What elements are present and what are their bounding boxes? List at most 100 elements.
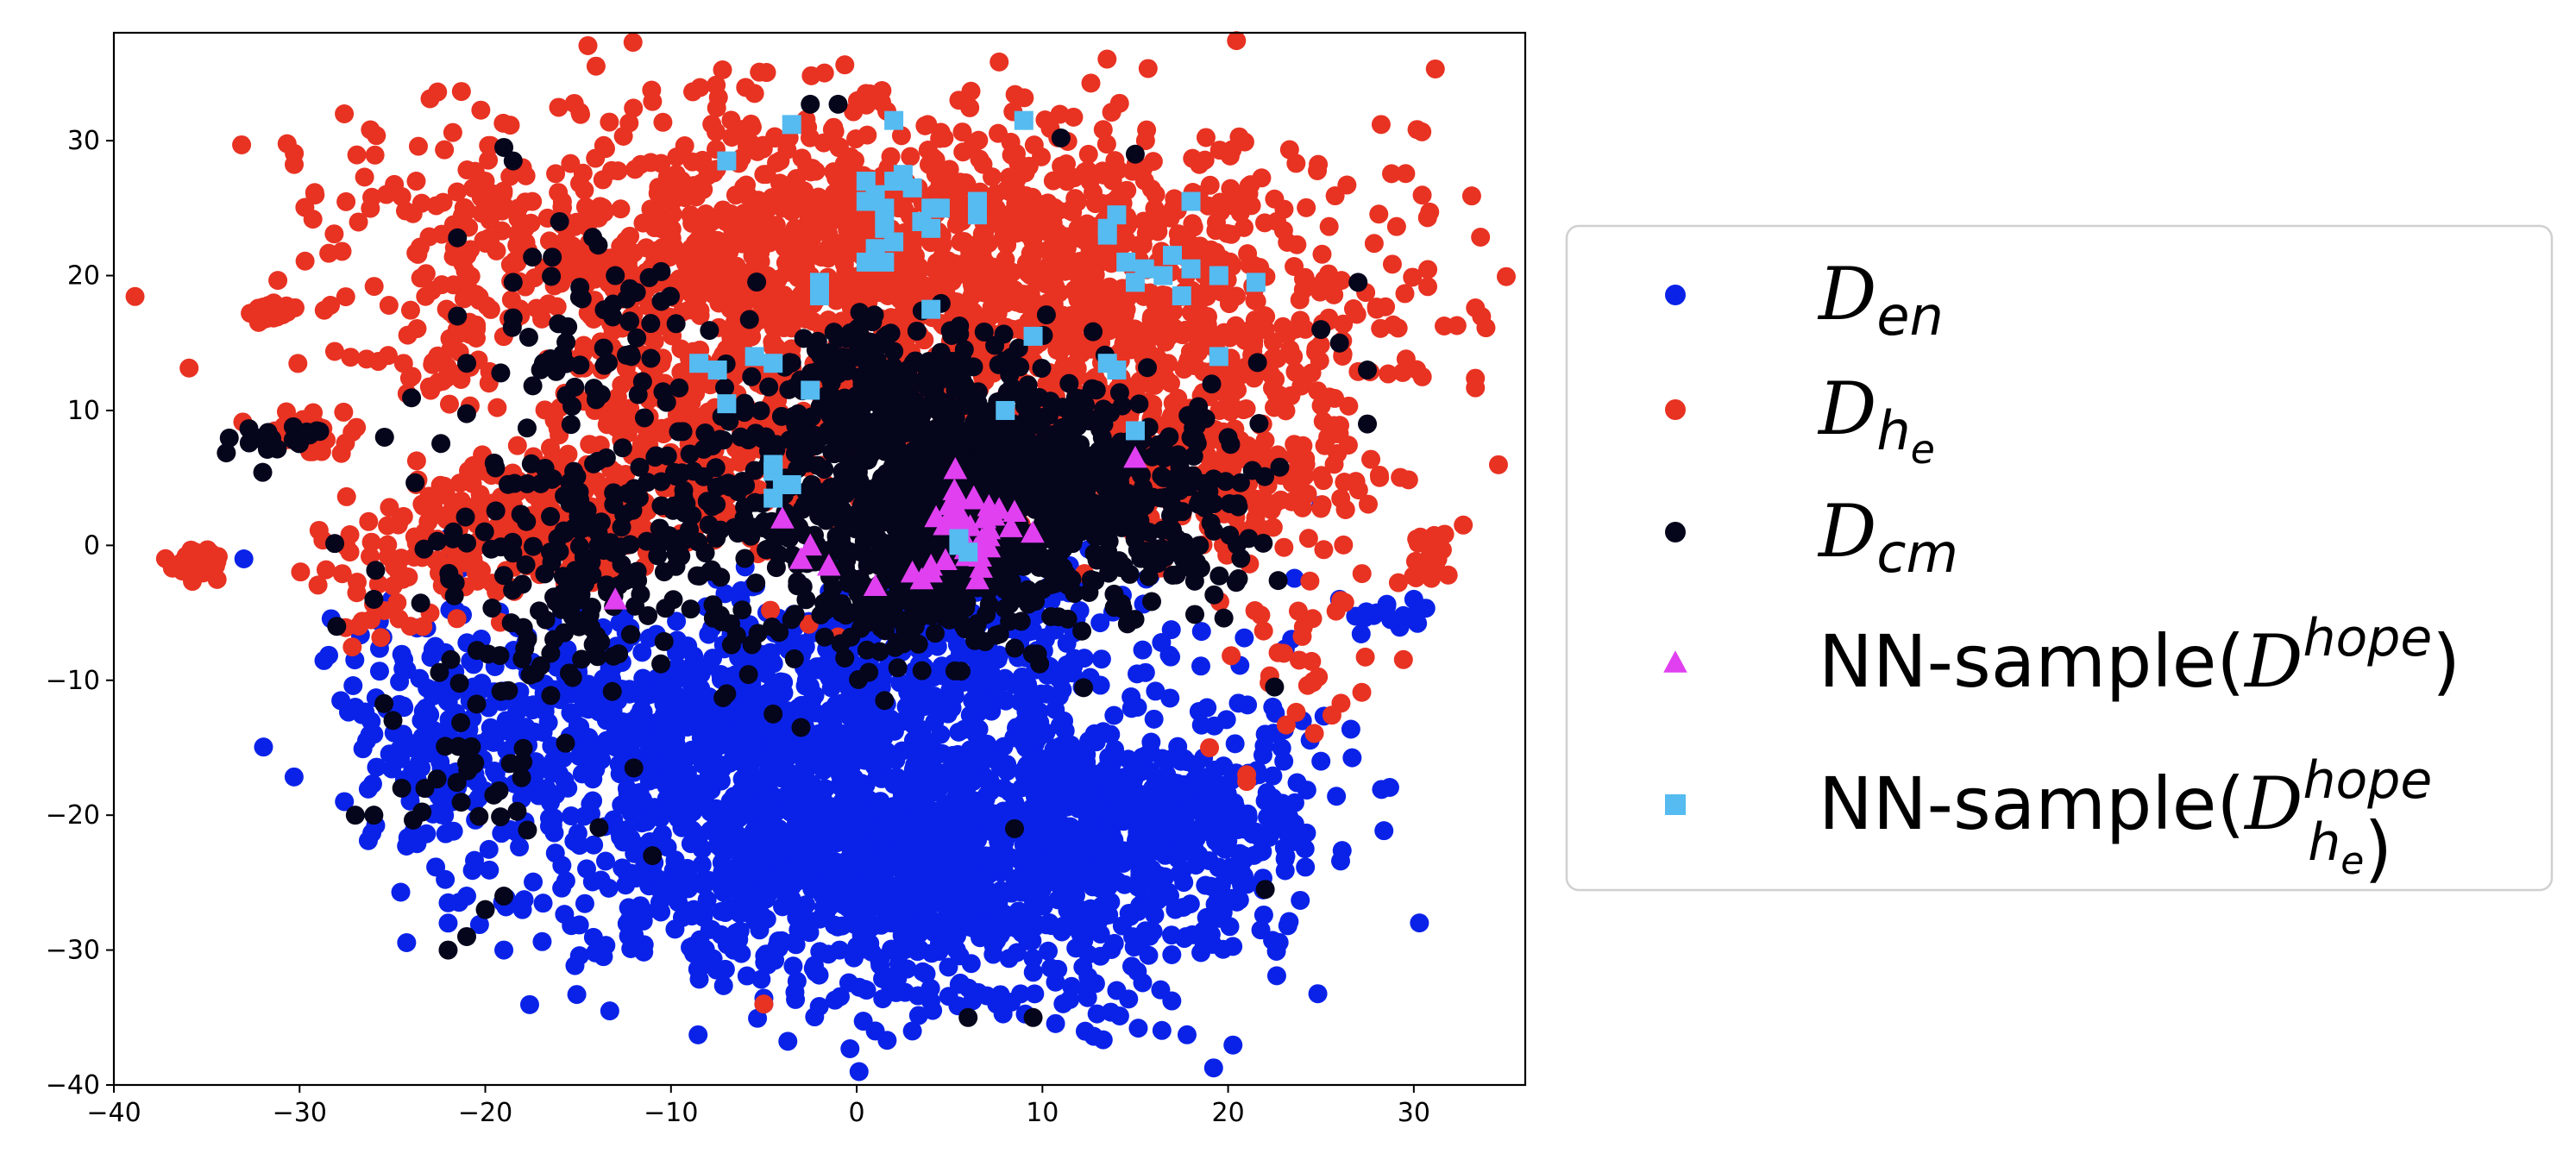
- data-point: [754, 165, 774, 185]
- data-point: [737, 966, 757, 986]
- data-point: [1107, 981, 1127, 1000]
- data-point: [919, 154, 939, 174]
- data-point: [830, 940, 850, 960]
- data-point: [1087, 1004, 1107, 1024]
- data-point: [1128, 697, 1147, 717]
- data-point: [715, 236, 735, 256]
- data-point: [913, 689, 933, 709]
- data-point: [983, 804, 1003, 824]
- data-point: [674, 752, 694, 772]
- data-point: [1093, 120, 1113, 140]
- data-point: [1152, 632, 1172, 652]
- data-point: [1041, 958, 1061, 978]
- data-point: [1280, 340, 1300, 360]
- data-point: [1046, 1013, 1065, 1033]
- data-point: [991, 278, 1011, 298]
- data-point: [285, 143, 305, 163]
- data-point: [824, 117, 844, 137]
- data-point: [541, 793, 561, 812]
- data-point: [689, 825, 709, 845]
- data-point: [1101, 724, 1121, 744]
- data-point: [972, 224, 992, 244]
- data-point: [1065, 769, 1084, 789]
- data-point: [359, 511, 379, 531]
- data-point: [713, 60, 732, 80]
- data-point: [859, 837, 879, 857]
- data-point: [232, 135, 252, 154]
- data-point: [783, 254, 803, 273]
- data-point: [741, 134, 761, 154]
- data-point: [921, 944, 941, 963]
- data-point: [413, 701, 433, 721]
- data-point: [1265, 189, 1285, 209]
- data-point: [1096, 805, 1116, 825]
- data-point: [555, 770, 575, 790]
- data-point: [1351, 624, 1371, 643]
- data-point: [1095, 906, 1115, 925]
- data-point: [713, 975, 733, 995]
- data-point: [1014, 285, 1034, 304]
- data-point: [1197, 907, 1216, 927]
- data-point: [1311, 751, 1331, 771]
- data-point: [1236, 847, 1256, 867]
- data-point: [720, 752, 740, 772]
- data-point: [361, 120, 380, 140]
- data-point: [892, 712, 912, 731]
- data-point: [694, 699, 713, 719]
- data-point: [1239, 184, 1259, 204]
- data-point: [1263, 766, 1283, 786]
- data-point: [1060, 877, 1080, 897]
- data-point: [510, 837, 530, 857]
- data-point: [787, 971, 807, 991]
- data-point: [562, 916, 581, 936]
- data-point: [471, 100, 491, 120]
- data-point: [720, 792, 740, 812]
- data-point: [1172, 860, 1192, 880]
- data-point: [951, 193, 971, 213]
- data-point: [562, 235, 582, 255]
- data-point: [419, 227, 439, 247]
- data-point: [1074, 649, 1094, 668]
- data-point: [822, 190, 842, 210]
- data-point: [1285, 256, 1304, 276]
- data-point: [512, 900, 532, 919]
- data-point: [787, 851, 807, 871]
- data-point: [577, 859, 597, 879]
- data-point: [800, 234, 820, 254]
- data-point: [1223, 937, 1243, 956]
- data-point: [586, 56, 606, 76]
- data-point: [364, 724, 384, 744]
- data-point: [1160, 773, 1180, 793]
- data-point: [1238, 804, 1258, 824]
- data-point: [544, 808, 564, 828]
- data-point: [855, 980, 875, 1000]
- data-point: [622, 712, 642, 731]
- data-point: [719, 734, 738, 754]
- data-point: [1153, 749, 1172, 768]
- data-point: [621, 742, 641, 762]
- data-point: [1063, 307, 1083, 327]
- data-point: [814, 655, 833, 675]
- data-point: [305, 185, 325, 205]
- data-point: [599, 878, 619, 898]
- data-point: [1104, 705, 1124, 725]
- data-point: [801, 803, 820, 823]
- data-point: [345, 698, 365, 718]
- data-point: [776, 786, 796, 806]
- data-point: [1229, 127, 1249, 147]
- data-point: [392, 644, 412, 664]
- data-point: [633, 668, 653, 688]
- data-point: [763, 786, 782, 806]
- data-point: [392, 186, 412, 206]
- data-point: [1203, 1058, 1223, 1078]
- data-point: [584, 835, 604, 855]
- data-point: [1220, 146, 1240, 166]
- data-point: [621, 803, 641, 823]
- data-point: [1184, 843, 1204, 862]
- data-point: [692, 855, 712, 875]
- data-point: [594, 135, 613, 155]
- data-point: [1412, 185, 1432, 205]
- data-point: [819, 897, 839, 917]
- data-point: [465, 850, 485, 870]
